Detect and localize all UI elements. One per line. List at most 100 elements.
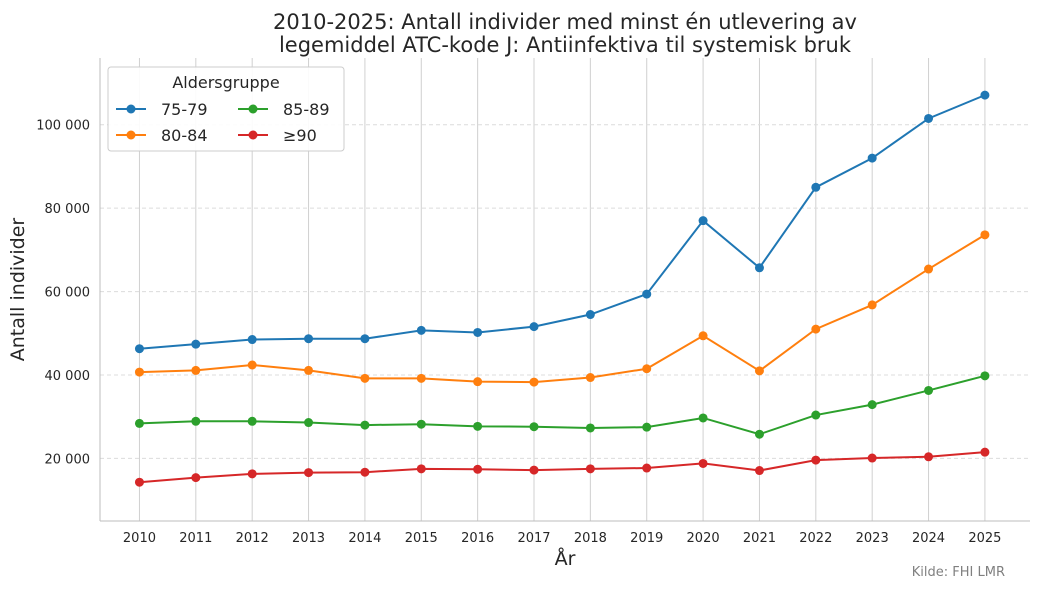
data-point [754,366,764,376]
x-tick-label: 2024 [912,531,945,546]
data-point [867,453,877,463]
data-point [698,458,708,468]
data-point [247,416,257,426]
data-point [529,377,539,387]
data-point [924,264,934,274]
data-point [811,324,821,334]
data-point [924,113,934,123]
x-tick-label: 2015 [405,531,438,546]
legend-title: Aldersgruppe [172,73,279,92]
grid [100,58,1030,521]
data-point [473,464,483,474]
data-point [980,230,990,240]
series-75-79 [134,90,990,354]
series [134,90,990,487]
data-point [811,455,821,465]
data-point [924,452,934,462]
data-point [304,468,314,478]
data-point [642,463,652,473]
data-point [811,182,821,192]
legend: Aldersgruppe 75-79 80-84 85-89 ≥90 [107,66,345,152]
x-tick-label: 2010 [123,531,156,546]
legend-entry: 75-79 [116,100,208,119]
data-point [980,447,990,457]
data-point [247,335,257,345]
x-tick-label: 2018 [574,531,607,546]
chart-title-line-1: 2010-2025: Antall individer med minst én… [273,10,857,34]
y-tick-label: 60 000 [45,286,91,301]
x-tick-label: 2017 [517,531,550,546]
chart-title-line-2: legemiddel ATC-kode J: Antiinfektiva til… [278,33,852,57]
x-tick-label: 2022 [799,531,832,546]
data-point [191,365,201,375]
data-point [360,334,370,344]
legend-label: 80-84 [161,126,208,145]
x-tick-label: 2013 [292,531,325,546]
data-point [529,465,539,475]
data-point [642,422,652,432]
data-point [529,422,539,432]
data-point [585,373,595,383]
y-tick-label: 40 000 [45,369,91,384]
data-point [416,325,426,335]
series-line [139,94,986,350]
x-tick-label: 2012 [236,531,269,546]
legend-entry: 85-89 [238,100,330,119]
series-line [139,451,985,484]
series-line [139,374,986,436]
data-point [191,473,201,483]
data-point [867,153,877,163]
legend-label: 85-89 [283,100,330,119]
data-point [698,216,708,226]
data-point [473,377,483,387]
series-85-89 [134,371,990,439]
x-axis-label: År [555,547,576,570]
source-note: Kilde: FHI LMR [911,565,1005,580]
legend-marker [126,104,136,114]
series-≥90 [134,447,990,487]
data-point [585,423,595,433]
data-point [304,365,314,375]
y-tick-label: 80 000 [45,202,91,217]
y-tick-label: 100 000 [36,119,90,134]
y-axis-label: Antall individer [7,218,29,362]
legend-label: ≥90 [283,126,317,145]
data-point [191,416,201,426]
x-tick-label: 2023 [856,531,889,546]
legend-marker [248,130,258,140]
data-point [134,477,144,487]
data-point [585,464,595,474]
data-point [754,466,764,476]
data-point [134,344,144,354]
data-point [473,421,483,431]
data-point [191,339,201,349]
x-tick-label: 2016 [461,531,494,546]
data-point [811,410,821,420]
series-80-84 [134,230,990,387]
data-point [134,418,144,428]
y-tick-label: 20 000 [45,452,91,467]
data-point [134,367,144,377]
data-point [304,418,314,428]
data-point [754,429,764,439]
legend-label: 75-79 [161,100,208,119]
data-point [754,263,764,273]
series-line [139,234,986,384]
data-point [529,322,539,332]
data-point [247,469,257,479]
data-point [698,413,708,423]
axes: 2010 2011 2012 2013 2014 2015 2016 2017 2018 2019… [7,58,1030,570]
data-point [360,467,370,477]
x-tick-label: 2011 [179,531,212,546]
legend-marker [126,130,136,140]
legend-box [107,66,345,152]
legend-marker [248,104,258,114]
data-point [360,373,370,383]
data-point [304,334,314,344]
data-point [867,400,877,410]
data-point [642,289,652,299]
x-tick-label: 2014 [348,531,381,546]
x-tick-label: 2020 [687,531,720,546]
data-point [416,373,426,383]
data-point [867,300,877,310]
